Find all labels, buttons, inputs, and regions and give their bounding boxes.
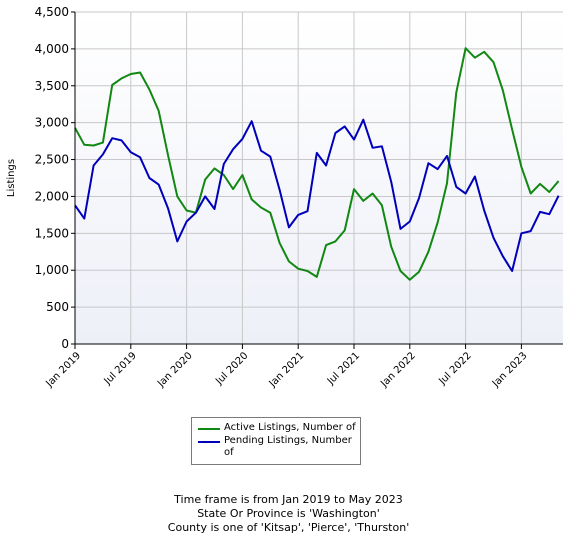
legend: Active Listings, Number of Pending Listi… — [191, 417, 361, 465]
y-tick-label: 2,500 — [35, 153, 69, 167]
footer-county: County is one of 'Kitsap', 'Pierce', 'Th… — [167, 521, 410, 534]
x-tick-label: Jan 2023 — [490, 350, 530, 390]
y-tick-labels: 0 500 1,000 1,500 2,000 2,500 3,000 3,500 4,000 4… — [35, 5, 69, 351]
x-tick-label: Jan 2022 — [378, 350, 418, 390]
chart-footer: Time frame is from Jan 2019 to May 2023 … — [0, 493, 577, 535]
plot-area — [75, 12, 563, 344]
x-tick-label: Jul 2020 — [213, 350, 250, 387]
legend-swatch-pending — [198, 441, 220, 443]
y-tick-label: 0 — [61, 337, 69, 351]
y-tick-label: 4,500 — [35, 5, 69, 19]
x-tick-labels: Jan 2019 Jul 2019 Jan 2020 Jul 2020 Jan 2021… — [43, 350, 529, 390]
footer-timeframe: Time frame is from Jan 2019 to May 2023 — [174, 493, 403, 506]
y-tick-label: 500 — [46, 300, 69, 314]
y-tick-label: 4,000 — [35, 42, 69, 56]
footer-state: State Or Province is 'Washington' — [197, 507, 380, 520]
y-tick-label: 3,000 — [35, 116, 69, 130]
legend-label-active: Active Listings, Number of — [224, 422, 356, 433]
legend-item-active: Active Listings, Number of — [198, 422, 356, 434]
x-tick-label: Jan 2019 — [43, 350, 83, 390]
y-tick-label: 3,500 — [35, 79, 69, 93]
y-tick-label: 1,500 — [35, 226, 69, 240]
series-pending-line — [74, 118, 560, 272]
x-tick-label: Jul 2022 — [436, 350, 473, 387]
legend-item-pending: Pending Listings, Number of — [198, 435, 356, 459]
y-tick-label: 2,000 — [35, 189, 69, 203]
x-tick-label: Jan 2020 — [155, 350, 195, 390]
x-tick-label: Jul 2021 — [325, 350, 362, 387]
legend-label-pending: Pending Listings, Number of — [224, 435, 352, 458]
series-active-line — [74, 47, 560, 281]
y-axis-label: Listings — [6, 159, 17, 197]
y-tick-label: 1,000 — [35, 263, 69, 277]
axes — [71, 11, 563, 349]
x-tick-label: Jul 2019 — [102, 350, 139, 387]
legend-swatch-active — [198, 428, 220, 430]
x-tick-label: Jan 2021 — [267, 350, 307, 390]
series-layer — [74, 47, 560, 281]
